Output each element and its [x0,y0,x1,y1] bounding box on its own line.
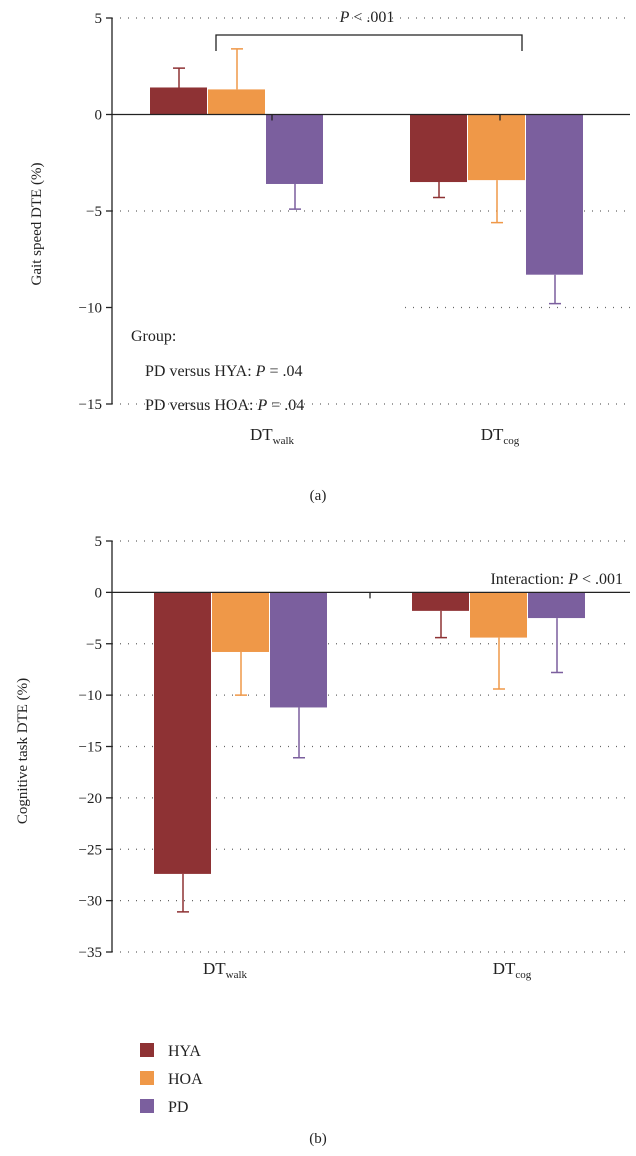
error-bar-hya-walk [177,873,189,913]
y-tick-label: −20 [79,791,102,807]
error-bar-hya-walk [173,67,185,88]
panel-b-bars [154,592,585,874]
panel-a-group-title: Group: [131,328,176,345]
panel-b-y-tick-labels: 5 0 −5 −10 −15 −20 −25 −30 −35 [79,534,102,961]
bar-hya-walk [150,87,207,115]
error-bar-hoa-cog [491,180,503,224]
error-bar-hya-cog [433,182,445,199]
chart-panel-a: 5 0 −5 −10 −15 Gait speed DTE (%) DTwalk DTc… [29,9,630,504]
bar-hoa-walk [208,89,265,115]
y-tick-label: −25 [79,842,102,858]
bar-hoa-cog [468,114,525,181]
panel-a-category-label-dtcog: DTcog [481,425,520,447]
y-tick-label: −5 [86,204,102,220]
bar-pd-cog [526,114,583,275]
panel-b-category-label-dtwalk: DTwalk [203,959,248,981]
panel-a-error-bars [173,48,561,305]
legend: HYA HOA PD [140,1043,203,1116]
panel-a-category-label-dtwalk: DTwalk [250,425,295,447]
y-tick-label: −15 [79,740,102,756]
legend-swatch-pd [140,1099,154,1113]
error-bar-pd-walk [289,183,301,210]
y-tick-label: −35 [79,945,102,961]
panel-b-error-bars [177,610,563,913]
error-bar-pd-walk [293,707,305,759]
legend-label-pd: PD [168,1099,188,1116]
panel-a-y-axis-label: Gait speed DTE (%) [29,163,45,286]
bar-pd-walk [266,114,323,184]
y-tick-label: 0 [95,108,103,124]
panel-a-axes [106,17,630,405]
y-tick-label: −5 [86,637,102,653]
bar-hya-cog [410,114,467,183]
bar-hoa-cog [470,592,527,638]
error-bar-hya-cog [435,610,447,639]
y-tick-label: 5 [95,11,103,27]
y-tick-label: −10 [79,688,102,704]
legend-swatch-hya [140,1043,154,1057]
panel-a-significance-bracket [215,34,523,51]
y-tick-label: −10 [79,301,102,317]
panel-b-label: (b) [309,1131,327,1147]
panel-b-interaction-label: Interaction: P < .001 [490,571,623,588]
panel-a-label: (a) [310,488,327,504]
error-bar-pd-cog [549,274,561,305]
panel-b-category-label-dtcog: DTcog [493,959,532,981]
panel-b-axes [106,540,630,953]
bar-hya-walk [154,592,211,874]
panel-a-gridlines [112,17,630,405]
y-tick-label: −30 [79,894,102,910]
panel-a-significance-label: P < .001 [339,9,395,26]
bar-pd-cog [528,592,585,619]
y-tick-label: 5 [95,534,103,550]
panel-a-group-line-hoa: PD versus HOA: P = .04 [145,397,304,414]
bar-hoa-walk [212,592,269,652]
error-bar-hoa-cog [493,637,505,690]
error-bar-pd-cog [551,618,563,674]
legend-label-hya: HYA [168,1043,201,1060]
bar-pd-walk [270,592,327,708]
panel-b-y-axis-label: Cognitive task DTE (%) [15,678,31,824]
panel-a-group-line-hya: PD versus HYA: P = .04 [145,363,302,380]
panel-a-bars [150,87,583,275]
error-bar-hoa-walk [231,48,243,90]
legend-swatch-hoa [140,1071,154,1085]
error-bar-hoa-walk [235,651,247,696]
y-tick-label: −15 [79,397,102,413]
legend-label-hoa: HOA [168,1071,203,1088]
y-tick-label: 0 [95,585,103,601]
bar-hya-cog [412,592,469,611]
chart-panel-b: 5 0 −5 −10 −15 −20 −25 −30 −35 Cognitive task DT… [15,534,630,981]
panel-a-y-tick-labels: 5 0 −5 −10 −15 [79,11,102,413]
